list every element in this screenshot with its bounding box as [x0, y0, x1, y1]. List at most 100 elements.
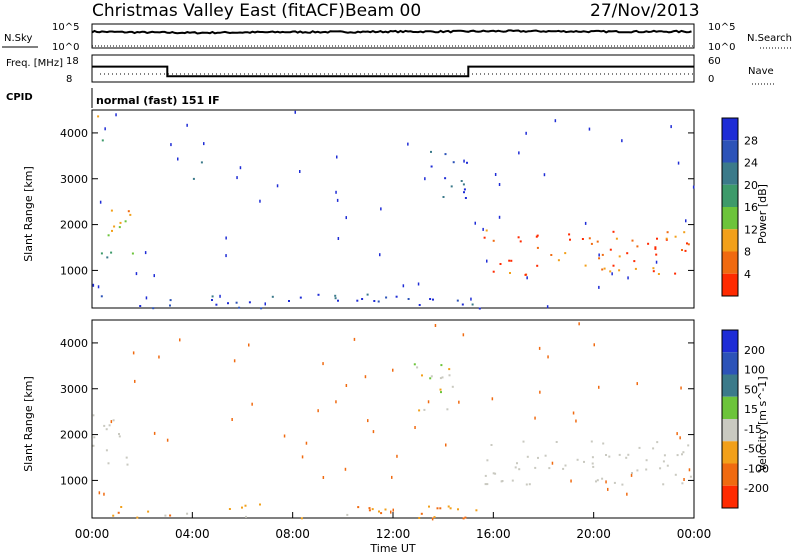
heatmap-cell — [464, 516, 467, 519]
heatmap-cell — [169, 514, 172, 517]
heatmap-cell — [492, 472, 495, 475]
xtick-label: 12:00 — [376, 527, 411, 541]
heatmap-cell — [228, 508, 231, 510]
heatmap-cell — [636, 469, 639, 472]
ytick-label: 4000 — [60, 337, 88, 350]
beam-label: Beam 00 — [345, 1, 421, 21]
heatmap-cell — [676, 454, 679, 457]
heatmap-cell — [655, 253, 658, 256]
heatmap-cell — [451, 385, 454, 388]
heatmap-cell — [442, 196, 445, 198]
heatmap-cell — [554, 119, 557, 123]
heatmap-cell — [665, 238, 668, 241]
heatmap-cell — [430, 375, 433, 378]
heatmap-cell — [413, 363, 416, 366]
heatmap-cell — [179, 338, 181, 342]
heatmap-cell — [665, 237, 668, 240]
heatmap-cell — [508, 259, 511, 262]
heatmap-cell — [211, 299, 213, 301]
heatmap-cell — [431, 517, 434, 521]
freq-right-tick-bottom: 0 — [708, 74, 714, 85]
heatmap-cell — [576, 458, 579, 461]
heatmap-cell — [131, 252, 134, 255]
colorbar-tick-label: 15 — [744, 403, 758, 416]
heatmap-cell — [528, 483, 531, 486]
heatmap-cell — [427, 400, 430, 404]
date-label: 27/Nov/2013 — [590, 1, 700, 21]
ytick-label: 2000 — [60, 219, 88, 232]
heatmap-cell — [112, 514, 115, 517]
heatmap-cell — [92, 414, 95, 417]
heatmap-cell — [129, 213, 132, 216]
heatmap-cell — [612, 264, 615, 267]
heatmap-cell — [345, 216, 347, 220]
heatmap-cell — [484, 483, 487, 486]
ytick-label: 4000 — [60, 127, 88, 140]
heatmap-cell — [654, 246, 657, 249]
heatmap-cell — [418, 304, 421, 306]
heatmap-cell — [139, 305, 142, 307]
heatmap-cell — [203, 142, 205, 146]
noise-right-label: N.Search — [747, 33, 792, 44]
heatmap-cell — [118, 226, 121, 229]
colorbar-swatch — [722, 207, 738, 230]
heatmap-cell — [588, 237, 591, 240]
heatmap-cell — [483, 236, 486, 239]
heatmap-cell — [239, 166, 242, 170]
heatmap-cell — [100, 295, 103, 298]
heatmap-cell — [235, 301, 238, 304]
heatmap-cell — [407, 298, 410, 300]
heatmap-cell — [380, 207, 382, 211]
heatmap-cell — [626, 492, 628, 496]
heatmap-cell — [372, 430, 375, 434]
heatmap-cell — [524, 273, 527, 276]
heatmap-cell — [417, 282, 420, 286]
heatmap-cell — [492, 239, 495, 242]
heatmap-cell — [231, 418, 233, 421]
heatmap-cell — [595, 480, 597, 483]
heatmap-cell — [448, 374, 451, 377]
heatmap-cell — [299, 170, 301, 173]
heatmap-cell — [687, 444, 690, 447]
heatmap-cell — [336, 155, 338, 159]
heatmap-cell — [601, 477, 604, 480]
heatmap-cell — [634, 267, 637, 270]
heatmap-cell — [593, 343, 595, 347]
heatmap-cell — [322, 476, 325, 479]
heatmap-cell — [97, 115, 100, 118]
heatmap-cell — [444, 153, 447, 156]
heatmap-cell — [631, 239, 634, 242]
heatmap-cell — [681, 482, 684, 485]
heatmap-cell — [233, 359, 236, 363]
xtick-label: 00:00 — [75, 527, 110, 541]
heatmap-cell — [674, 235, 677, 238]
heatmap-cell — [366, 293, 369, 296]
heatmap-cell — [335, 190, 337, 194]
heatmap-cell — [591, 462, 594, 465]
heatmap-cell — [124, 220, 127, 223]
heatmap-cell — [615, 237, 618, 240]
heatmap-cell — [562, 467, 565, 470]
heatmap-cell — [152, 307, 155, 310]
heatmap-cell — [110, 251, 113, 254]
heatmap-cell — [685, 219, 687, 223]
heatmap-cell — [674, 473, 677, 476]
heatmap-cell — [625, 456, 628, 459]
heatmap-cell — [547, 355, 549, 359]
heatmap-cell — [458, 400, 460, 404]
heatmap-cell — [463, 188, 466, 191]
heatmap-cell — [103, 424, 106, 427]
heatmap-cell — [557, 259, 560, 262]
heatmap-cell — [485, 229, 488, 232]
heatmap-cell — [581, 238, 584, 240]
noise-panel-frame — [91, 23, 695, 49]
heatmap-cell — [647, 242, 650, 245]
heatmap-cell — [421, 374, 423, 377]
heatmap-cell — [418, 409, 421, 412]
heatmap-cell — [334, 294, 337, 297]
heatmap-cell — [120, 506, 123, 508]
heatmap-cell — [546, 305, 549, 309]
ytick-label: 1000 — [60, 474, 88, 487]
colorbar-tick-label: -100 — [744, 462, 769, 475]
heatmap-cell — [525, 483, 528, 486]
